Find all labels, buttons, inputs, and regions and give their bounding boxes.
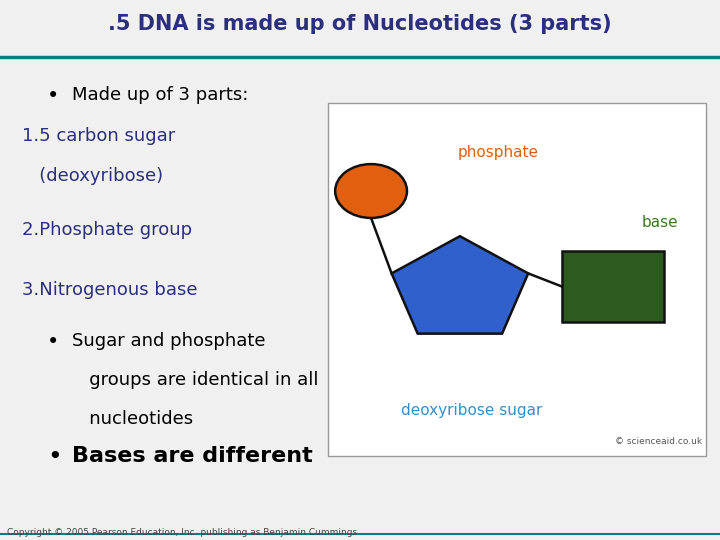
Text: © scienceaid.co.uk: © scienceaid.co.uk	[615, 437, 702, 445]
Text: base: base	[642, 215, 678, 231]
Text: 2.Phosphate group: 2.Phosphate group	[22, 221, 192, 239]
Text: Made up of 3 parts:: Made up of 3 parts:	[72, 86, 248, 104]
Circle shape	[335, 164, 407, 218]
Text: •: •	[47, 446, 61, 469]
Text: Sugar and phosphate: Sugar and phosphate	[72, 332, 266, 350]
Text: groups are identical in all: groups are identical in all	[72, 371, 318, 389]
Text: 1.5 carbon sugar: 1.5 carbon sugar	[22, 127, 175, 145]
Text: 3.Nitrogenous base: 3.Nitrogenous base	[22, 281, 197, 299]
Text: deoxyribose sugar: deoxyribose sugar	[400, 403, 542, 418]
Text: .5 DNA is made up of Nucleotides (3 parts): .5 DNA is made up of Nucleotides (3 part…	[108, 14, 612, 33]
Text: •: •	[47, 332, 59, 352]
Text: phosphate: phosphate	[457, 145, 539, 160]
Bar	[328, 103, 706, 456]
Text: (deoxyribose): (deoxyribose)	[22, 167, 163, 185]
Polygon shape	[392, 236, 528, 334]
Text: Bases are different: Bases are different	[72, 446, 312, 465]
Text: nucleotides: nucleotides	[72, 410, 193, 428]
Text: •: •	[47, 86, 59, 106]
Bar	[562, 251, 664, 322]
Text: Copyright © 2005 Pearson Education, Inc. publishing as Benjamin Cummings: Copyright © 2005 Pearson Education, Inc.…	[7, 528, 357, 537]
